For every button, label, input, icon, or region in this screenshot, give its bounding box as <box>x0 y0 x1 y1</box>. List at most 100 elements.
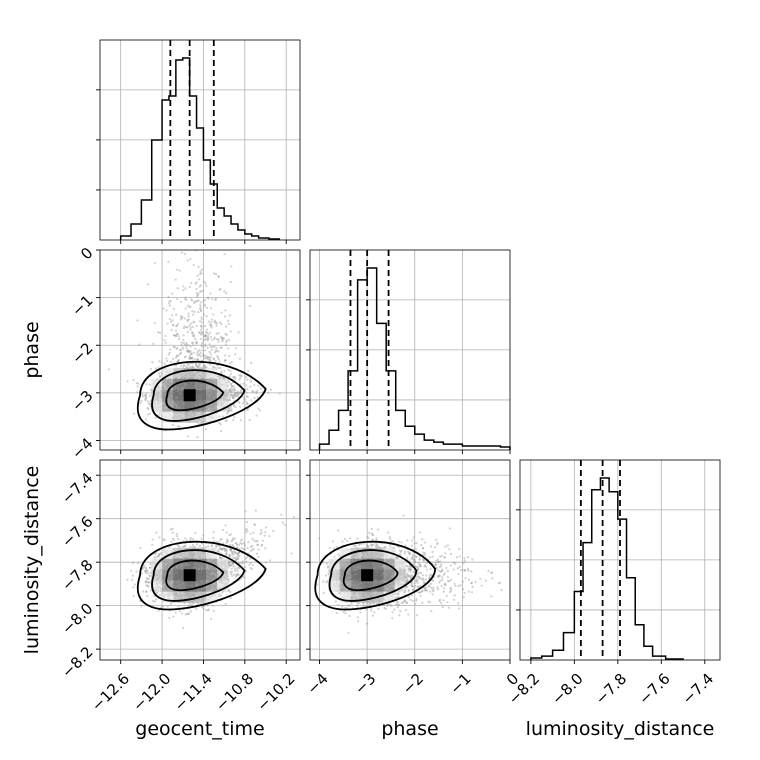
sample-point <box>224 309 227 312</box>
sample-point <box>171 537 175 540</box>
sample-point <box>146 572 149 575</box>
sample-point <box>439 555 442 558</box>
sample-point <box>190 603 193 607</box>
density-cell <box>173 547 185 559</box>
sample-point <box>158 372 161 375</box>
sample-point <box>257 407 260 410</box>
sample-point <box>237 551 241 554</box>
density-cell <box>173 558 185 570</box>
density-cell <box>206 547 218 559</box>
density-cell <box>173 591 185 603</box>
sample-point <box>177 360 180 363</box>
sample-point <box>203 280 206 283</box>
sample-point <box>126 380 129 383</box>
sample-point <box>416 586 419 589</box>
sample-point <box>189 537 193 540</box>
sample-point <box>184 307 187 310</box>
sample-point <box>136 385 139 388</box>
sample-point <box>245 560 248 563</box>
sample-point <box>375 537 378 540</box>
panel-frame <box>519 459 721 661</box>
sample-point <box>229 382 232 386</box>
sample-point <box>201 353 205 356</box>
sample-point <box>238 357 242 360</box>
sample-point <box>145 577 148 580</box>
sample-point <box>236 546 239 549</box>
sample-point <box>398 553 401 556</box>
density-cell <box>195 569 207 581</box>
sample-point <box>248 557 252 560</box>
sample-point <box>419 591 423 594</box>
sample-point <box>199 301 203 304</box>
sample-point <box>229 548 233 551</box>
sample-point <box>240 547 244 550</box>
sample-point <box>234 575 237 578</box>
sample-point <box>218 321 222 324</box>
sample-point <box>342 610 345 614</box>
sample-point <box>228 389 231 392</box>
sample-point <box>210 326 213 329</box>
density-cell <box>162 558 174 570</box>
sample-point <box>176 232 178 234</box>
sample-point <box>175 334 178 338</box>
sample-point <box>196 436 199 439</box>
contour-level-1 <box>136 540 267 611</box>
sample-point <box>224 359 227 362</box>
sample-point <box>239 374 242 377</box>
density-cell <box>173 569 185 581</box>
sample-point <box>257 384 260 387</box>
sample-point <box>190 341 194 344</box>
sample-point <box>176 332 179 336</box>
sample-point <box>220 336 224 340</box>
sample-point <box>422 582 426 585</box>
sample-point <box>199 337 203 340</box>
sample-point <box>157 609 160 612</box>
sample-point <box>164 341 167 344</box>
sample-point <box>406 539 409 542</box>
sample-point <box>416 565 420 568</box>
sample-point <box>240 390 243 393</box>
sample-point <box>202 607 205 611</box>
sample-point <box>235 394 238 397</box>
sample-point <box>190 281 193 285</box>
sample-point <box>208 331 212 334</box>
sample-point <box>229 405 232 408</box>
sample-point <box>227 323 230 326</box>
density-cell <box>206 580 218 592</box>
sample-point <box>366 544 369 547</box>
sample-point <box>251 564 255 567</box>
sample-point <box>246 395 249 398</box>
sample-point <box>230 391 233 394</box>
sample-point <box>235 567 238 570</box>
sample-point <box>139 401 142 405</box>
sample-point <box>219 346 222 349</box>
sample-point <box>232 385 236 388</box>
sample-point <box>192 333 195 336</box>
sample-point <box>237 573 240 577</box>
sample-point <box>205 609 208 612</box>
sample-point <box>162 307 165 310</box>
sample-point <box>221 542 225 545</box>
sample-point <box>167 353 170 356</box>
sample-point <box>151 361 154 364</box>
sample-point <box>145 568 148 571</box>
sample-point <box>204 282 207 285</box>
histogram-steps <box>530 477 684 660</box>
sample-point <box>236 395 239 398</box>
sample-point <box>241 562 244 565</box>
sample-point <box>200 309 203 313</box>
sample-point <box>225 552 228 555</box>
sample-point <box>259 387 262 390</box>
sample-point <box>224 354 227 357</box>
sample-point <box>204 334 208 338</box>
sample-point <box>209 335 213 339</box>
sample-point <box>233 376 237 379</box>
sample-point <box>254 390 258 393</box>
sample-point <box>219 423 222 426</box>
sample-point <box>145 580 148 583</box>
sample-point <box>479 577 482 580</box>
sample-point <box>366 535 369 538</box>
sample-point <box>169 528 172 531</box>
sample-point <box>164 334 167 338</box>
sample-point <box>264 531 267 534</box>
